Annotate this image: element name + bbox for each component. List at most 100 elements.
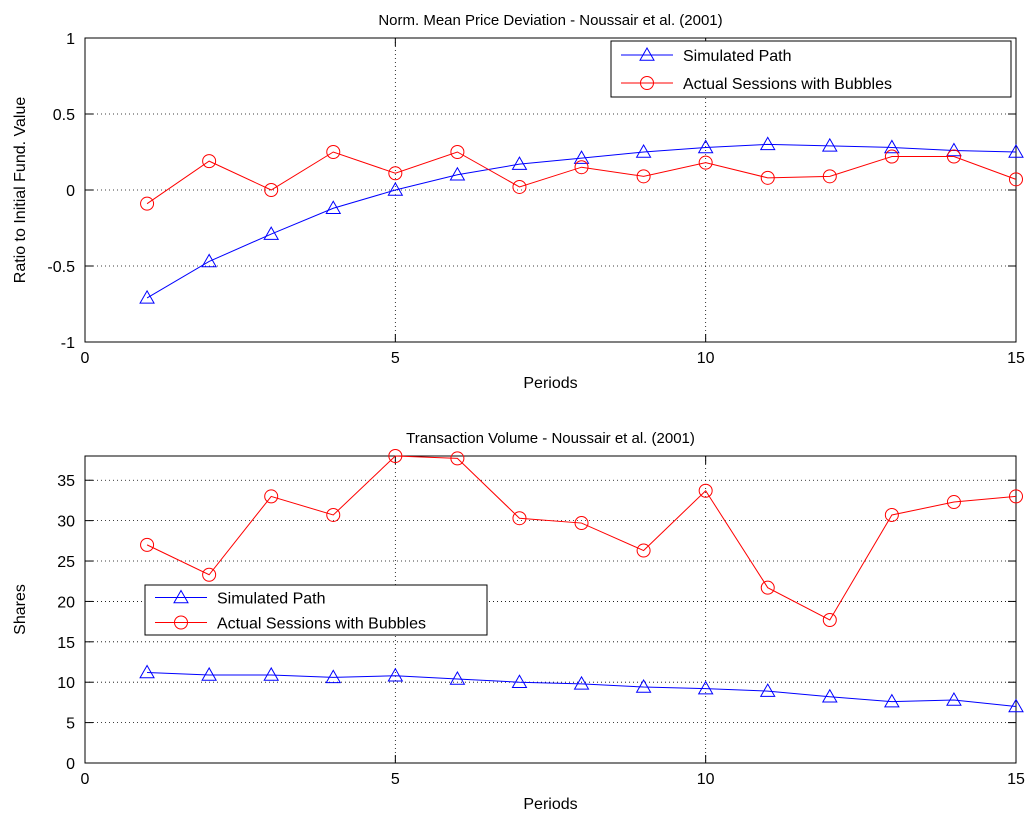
x-tick-label: 5 — [391, 350, 400, 367]
data-point — [202, 154, 217, 169]
y-axis-label: Shares — [12, 584, 29, 635]
data-point — [884, 507, 899, 522]
data-point — [573, 150, 590, 164]
series-actual-sessions-with-bubbles — [140, 145, 1023, 211]
data-point — [697, 139, 714, 154]
data-point — [449, 166, 466, 181]
series-line — [146, 143, 1017, 299]
data-point — [759, 136, 776, 151]
data-point — [140, 537, 155, 552]
x-tick-label: 0 — [81, 350, 90, 367]
legend: Simulated Path Actual Sessions with Bubbl… — [144, 584, 488, 636]
y-tick-label: 0.5 — [53, 107, 75, 124]
data-point — [139, 289, 155, 304]
data-point — [388, 166, 403, 181]
legend-box — [144, 584, 488, 636]
legend-label: Actual Sessions with Bubbles — [217, 616, 426, 633]
legend-marker — [639, 46, 655, 61]
data-point — [573, 675, 590, 690]
data-point — [635, 679, 652, 693]
data-point — [946, 691, 962, 706]
legend-marker — [174, 615, 188, 630]
data-point — [511, 674, 528, 688]
series-line — [146, 455, 1017, 621]
data-point — [387, 181, 404, 196]
data-point — [326, 145, 341, 159]
data-point — [698, 155, 713, 170]
data-point — [511, 156, 528, 170]
data-point — [946, 142, 962, 157]
data-point — [697, 680, 714, 695]
x-axis-label: Periods — [523, 796, 577, 813]
legend-label: Simulated Path — [217, 591, 326, 608]
x-tick-label: 0 — [81, 771, 90, 788]
chart-2: 0 5 10 15 0 5 10 15 20 25 30 35 Transaction Volume -… — [12, 430, 1025, 813]
legend-marker — [173, 589, 189, 604]
series-line — [147, 672, 1017, 707]
data-point — [202, 567, 217, 582]
x-tick-label: 5 — [391, 771, 400, 788]
y-tick-label: 10 — [57, 675, 75, 692]
data-point — [449, 670, 466, 685]
legend-marker — [640, 76, 654, 90]
chart-1: 0 5 10 15 -1 -0.5 0 0.5 1 Norm. Mean Price Deviat… — [12, 12, 1025, 392]
data-point — [760, 170, 775, 185]
data-point — [139, 664, 155, 679]
data-point — [821, 137, 838, 152]
data-point — [1008, 143, 1024, 158]
x-tick-label: 15 — [1007, 350, 1025, 367]
y-tick-label: 1 — [66, 31, 75, 48]
data-point — [1008, 698, 1024, 713]
data-point — [387, 667, 404, 682]
legend-box — [610, 40, 1012, 98]
data-point — [574, 516, 589, 531]
data-point — [512, 511, 527, 526]
series-line — [146, 151, 1017, 205]
data-point — [450, 451, 465, 466]
data-point — [760, 580, 775, 595]
y-tick-label: 20 — [57, 594, 75, 611]
data-point — [574, 160, 589, 175]
series-simulated-path — [139, 136, 1024, 304]
chart-title: Transaction Volume - Noussair et al. (20… — [406, 430, 695, 447]
data-point — [1009, 172, 1023, 187]
legend: Simulated Path Actual Sessions with Bubbl… — [610, 40, 1012, 98]
data-point — [264, 489, 279, 504]
x-tick-label: 10 — [697, 350, 715, 367]
data-point — [635, 143, 652, 158]
data-point — [201, 666, 217, 681]
data-point — [388, 449, 403, 463]
data-point — [201, 253, 217, 268]
data-point — [140, 196, 155, 211]
axes-box — [84, 455, 1017, 764]
data-point — [636, 543, 651, 558]
y-tick-label: 25 — [57, 554, 75, 571]
data-point — [263, 666, 280, 681]
data-point — [325, 200, 342, 214]
data-point — [325, 669, 342, 684]
x-tick-label: 10 — [697, 771, 715, 788]
data-point — [1009, 489, 1023, 504]
y-tick-label: 30 — [57, 514, 75, 531]
data-point — [884, 139, 900, 154]
x-tick-label: 15 — [1007, 771, 1025, 788]
y-tick-label: -1 — [61, 335, 75, 352]
y-tick-label: 35 — [57, 473, 75, 490]
y-tick-label: 0 — [66, 756, 75, 773]
series-actual-sessions-with-bubbles — [140, 449, 1023, 628]
data-point — [512, 179, 527, 194]
data-point — [636, 169, 651, 184]
data-point — [822, 169, 837, 184]
legend-label: Simulated Path — [683, 48, 792, 65]
data-point — [264, 183, 279, 197]
data-point — [884, 149, 899, 164]
data-point — [326, 507, 341, 522]
x-axis-label: Periods — [523, 375, 577, 392]
legend-label: Actual Sessions with Bubbles — [683, 76, 892, 93]
data-point — [946, 495, 961, 510]
data-point — [822, 613, 837, 628]
y-axis-label: Ratio to Initial Fund. Value — [12, 97, 29, 284]
y-tick-label: 15 — [57, 635, 75, 652]
data-point — [884, 693, 900, 708]
